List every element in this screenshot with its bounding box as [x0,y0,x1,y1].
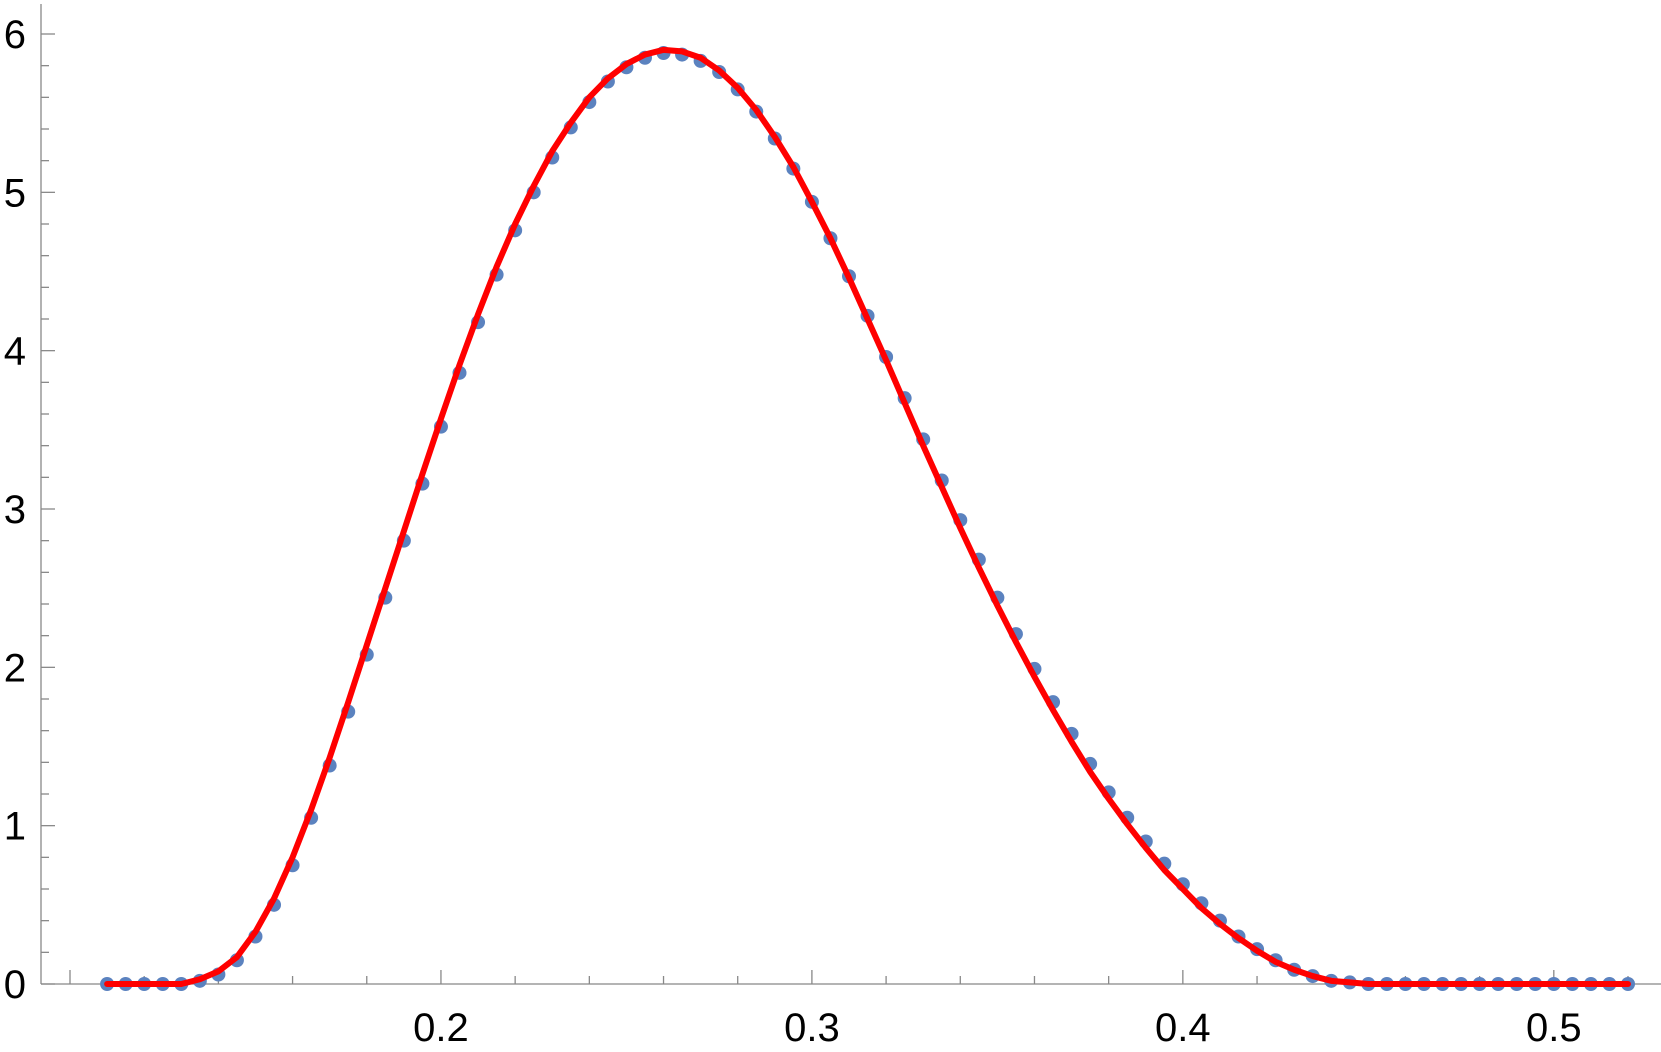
y-tick-labels: 0 1 2 3 4 5 6 [4,13,26,1007]
y-axis: 0 1 2 3 4 5 6 [4,4,55,1007]
y-tick-label: 4 [4,330,26,374]
fit-curve [104,46,1631,987]
x-tick-label: 0.4 [1155,1006,1211,1050]
y-tick-label: 3 [4,488,26,532]
x-tick-label: 0.3 [784,1006,840,1050]
x-axis: 0.2 0.3 0.4 0.5 [41,970,1661,1050]
y-ticks [41,33,55,985]
y-tick-label: 2 [4,646,26,690]
y-tick-label: 1 [4,805,26,849]
y-tick-label: 5 [4,171,26,215]
y-tick-label: 0 [4,963,26,1007]
x-tick-label: 0.5 [1526,1006,1582,1050]
x-tick-labels: 0.2 0.3 0.4 0.5 [413,1006,1581,1050]
y-tick-label: 6 [4,13,26,57]
x-tick-label: 0.2 [413,1006,469,1050]
data-points [100,46,1635,991]
fit-curve-layer [104,46,1631,987]
